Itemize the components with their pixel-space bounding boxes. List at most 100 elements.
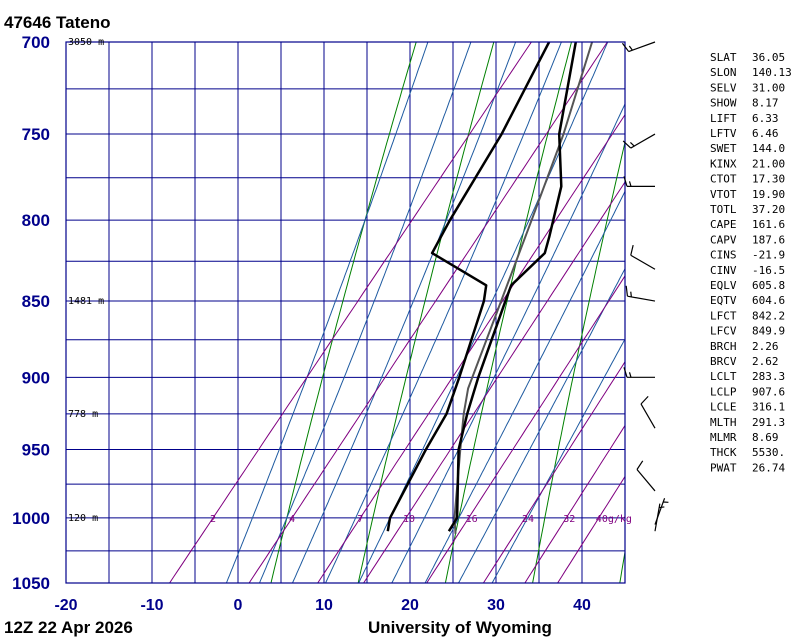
station-title: 47646 Tateno (4, 13, 110, 32)
index-value: 140.13 (752, 66, 792, 79)
moist-adiabat-line (458, 267, 625, 583)
index-value: 6.46 (752, 127, 779, 140)
dry-adiabat-line (532, 140, 625, 583)
index-name: CAPV (710, 233, 737, 246)
index-value: 37.20 (752, 203, 785, 216)
mixing-ratio-label: 2 (210, 514, 216, 525)
wind-barb-staff (630, 133, 656, 149)
mixing-ratio-line (524, 424, 625, 583)
index-value: 144.0 (752, 142, 785, 155)
pressure-tick-label: 900 (22, 368, 50, 387)
index-name: SLAT (710, 51, 737, 64)
mixing-ratio-line (557, 475, 625, 583)
index-value: 849.9 (752, 325, 785, 338)
temperature-tick-label: -10 (140, 597, 163, 614)
index-value: 842.2 (752, 309, 785, 322)
index-value: 31.00 (752, 81, 785, 94)
moist-adiabat-line (259, 42, 472, 583)
index-value: 604.6 (752, 294, 785, 307)
wind-barb-flag (622, 140, 632, 149)
index-name: LFTV (710, 127, 737, 140)
wind-barb-flag (630, 244, 634, 256)
index-name: LIFT (710, 112, 737, 125)
dry-adiabat-line (357, 42, 495, 583)
temperature-tick-label: 10 (315, 597, 333, 614)
mixing-ratio-label: 40g/kg (596, 514, 632, 525)
temperature-tick-label: 40 (573, 597, 591, 614)
index-value: 36.05 (752, 51, 785, 64)
moist-adiabat-line (424, 190, 625, 583)
wind-barb (640, 395, 656, 429)
wind-barb-half-flag (630, 291, 632, 297)
plot-lines (66, 42, 625, 583)
index-name: VTOT (710, 188, 737, 201)
index-value: 19.90 (752, 188, 785, 201)
index-value: 605.8 (752, 279, 785, 292)
wind-barb (622, 133, 656, 149)
wind-barb-staff (654, 503, 661, 532)
index-value: 283.3 (752, 370, 785, 383)
pressure-tick-label: 800 (22, 211, 50, 230)
index-name: SELV (710, 81, 737, 94)
index-value: 26.74 (752, 461, 785, 474)
mixing-ratio-label: 4 (289, 514, 295, 525)
footer-date: 12Z 22 Apr 2026 (4, 618, 133, 637)
index-name: LFCV (710, 325, 737, 338)
index-name: BRCH (710, 340, 737, 353)
index-name: MLTH (710, 416, 737, 429)
wind-barb-flag (636, 460, 644, 470)
temperature-tick-label: 0 (234, 597, 243, 614)
index-value: 316.1 (752, 401, 785, 414)
index-value: 291.3 (752, 416, 785, 429)
index-name: THCK (710, 446, 737, 459)
footer-credit: University of Wyoming (368, 618, 552, 637)
temperature-tick-label: 30 (487, 597, 505, 614)
index-name: EQLV (710, 279, 737, 292)
mixing-ratio-label: 24 (522, 514, 534, 525)
index-name: LCLT (710, 370, 737, 383)
mixing-ratio-line (248, 42, 608, 583)
mixing-ratio-label: 16 (466, 514, 478, 525)
wind-barb-half-flag (630, 142, 635, 147)
wind-barb-half-flag (628, 372, 632, 378)
wind-barb-flag (640, 395, 649, 405)
pressure-tick-label: 950 (22, 440, 50, 459)
pressure-tick-label: 750 (22, 125, 50, 144)
index-value: 2.62 (752, 355, 779, 368)
wind-barb-flag (621, 42, 630, 52)
wind-barb-staff (630, 254, 656, 270)
height-label: 3050 m (68, 37, 104, 48)
index-value: 187.6 (752, 233, 785, 246)
index-value: 6.33 (752, 112, 779, 125)
height-label: 120 m (68, 513, 98, 524)
index-value: 17.30 (752, 173, 785, 186)
dewpoint-trace (386, 42, 551, 532)
index-name: CAPE (710, 218, 737, 231)
mixing-ratio-line (169, 42, 532, 583)
moist-adiabat-line (292, 42, 517, 583)
wind-barb (621, 41, 656, 53)
index-value: 907.6 (752, 385, 785, 398)
mixing-ratio-label: 10 (403, 514, 415, 525)
temperature-tick-label: 20 (401, 597, 419, 614)
index-name: CTOT (710, 173, 737, 186)
index-value: 5530. (752, 446, 785, 459)
temperature-trace (447, 42, 578, 532)
index-name: LCLP (710, 385, 737, 398)
wind-barb-flag (625, 285, 629, 297)
index-name: KINX (710, 157, 737, 170)
mixing-ratio-label: 7 (357, 514, 363, 525)
index-name: LCLE (710, 401, 737, 414)
mixing-ratio-line (426, 274, 625, 583)
dry-adiabat-line (444, 42, 572, 583)
index-value: -16.5 (752, 264, 785, 277)
wind-barb (630, 244, 656, 270)
index-table: SLAT 36.05 SLON 140.13 SELV 31.00 SHOW 8.17 LIFT… (710, 51, 792, 474)
wind-barb-half-flag (628, 45, 633, 51)
moist-adiabat-line (391, 102, 625, 583)
wind-barb-half-flag (659, 506, 665, 509)
plot-frame (65, 41, 626, 584)
index-value: 2.26 (752, 340, 779, 353)
